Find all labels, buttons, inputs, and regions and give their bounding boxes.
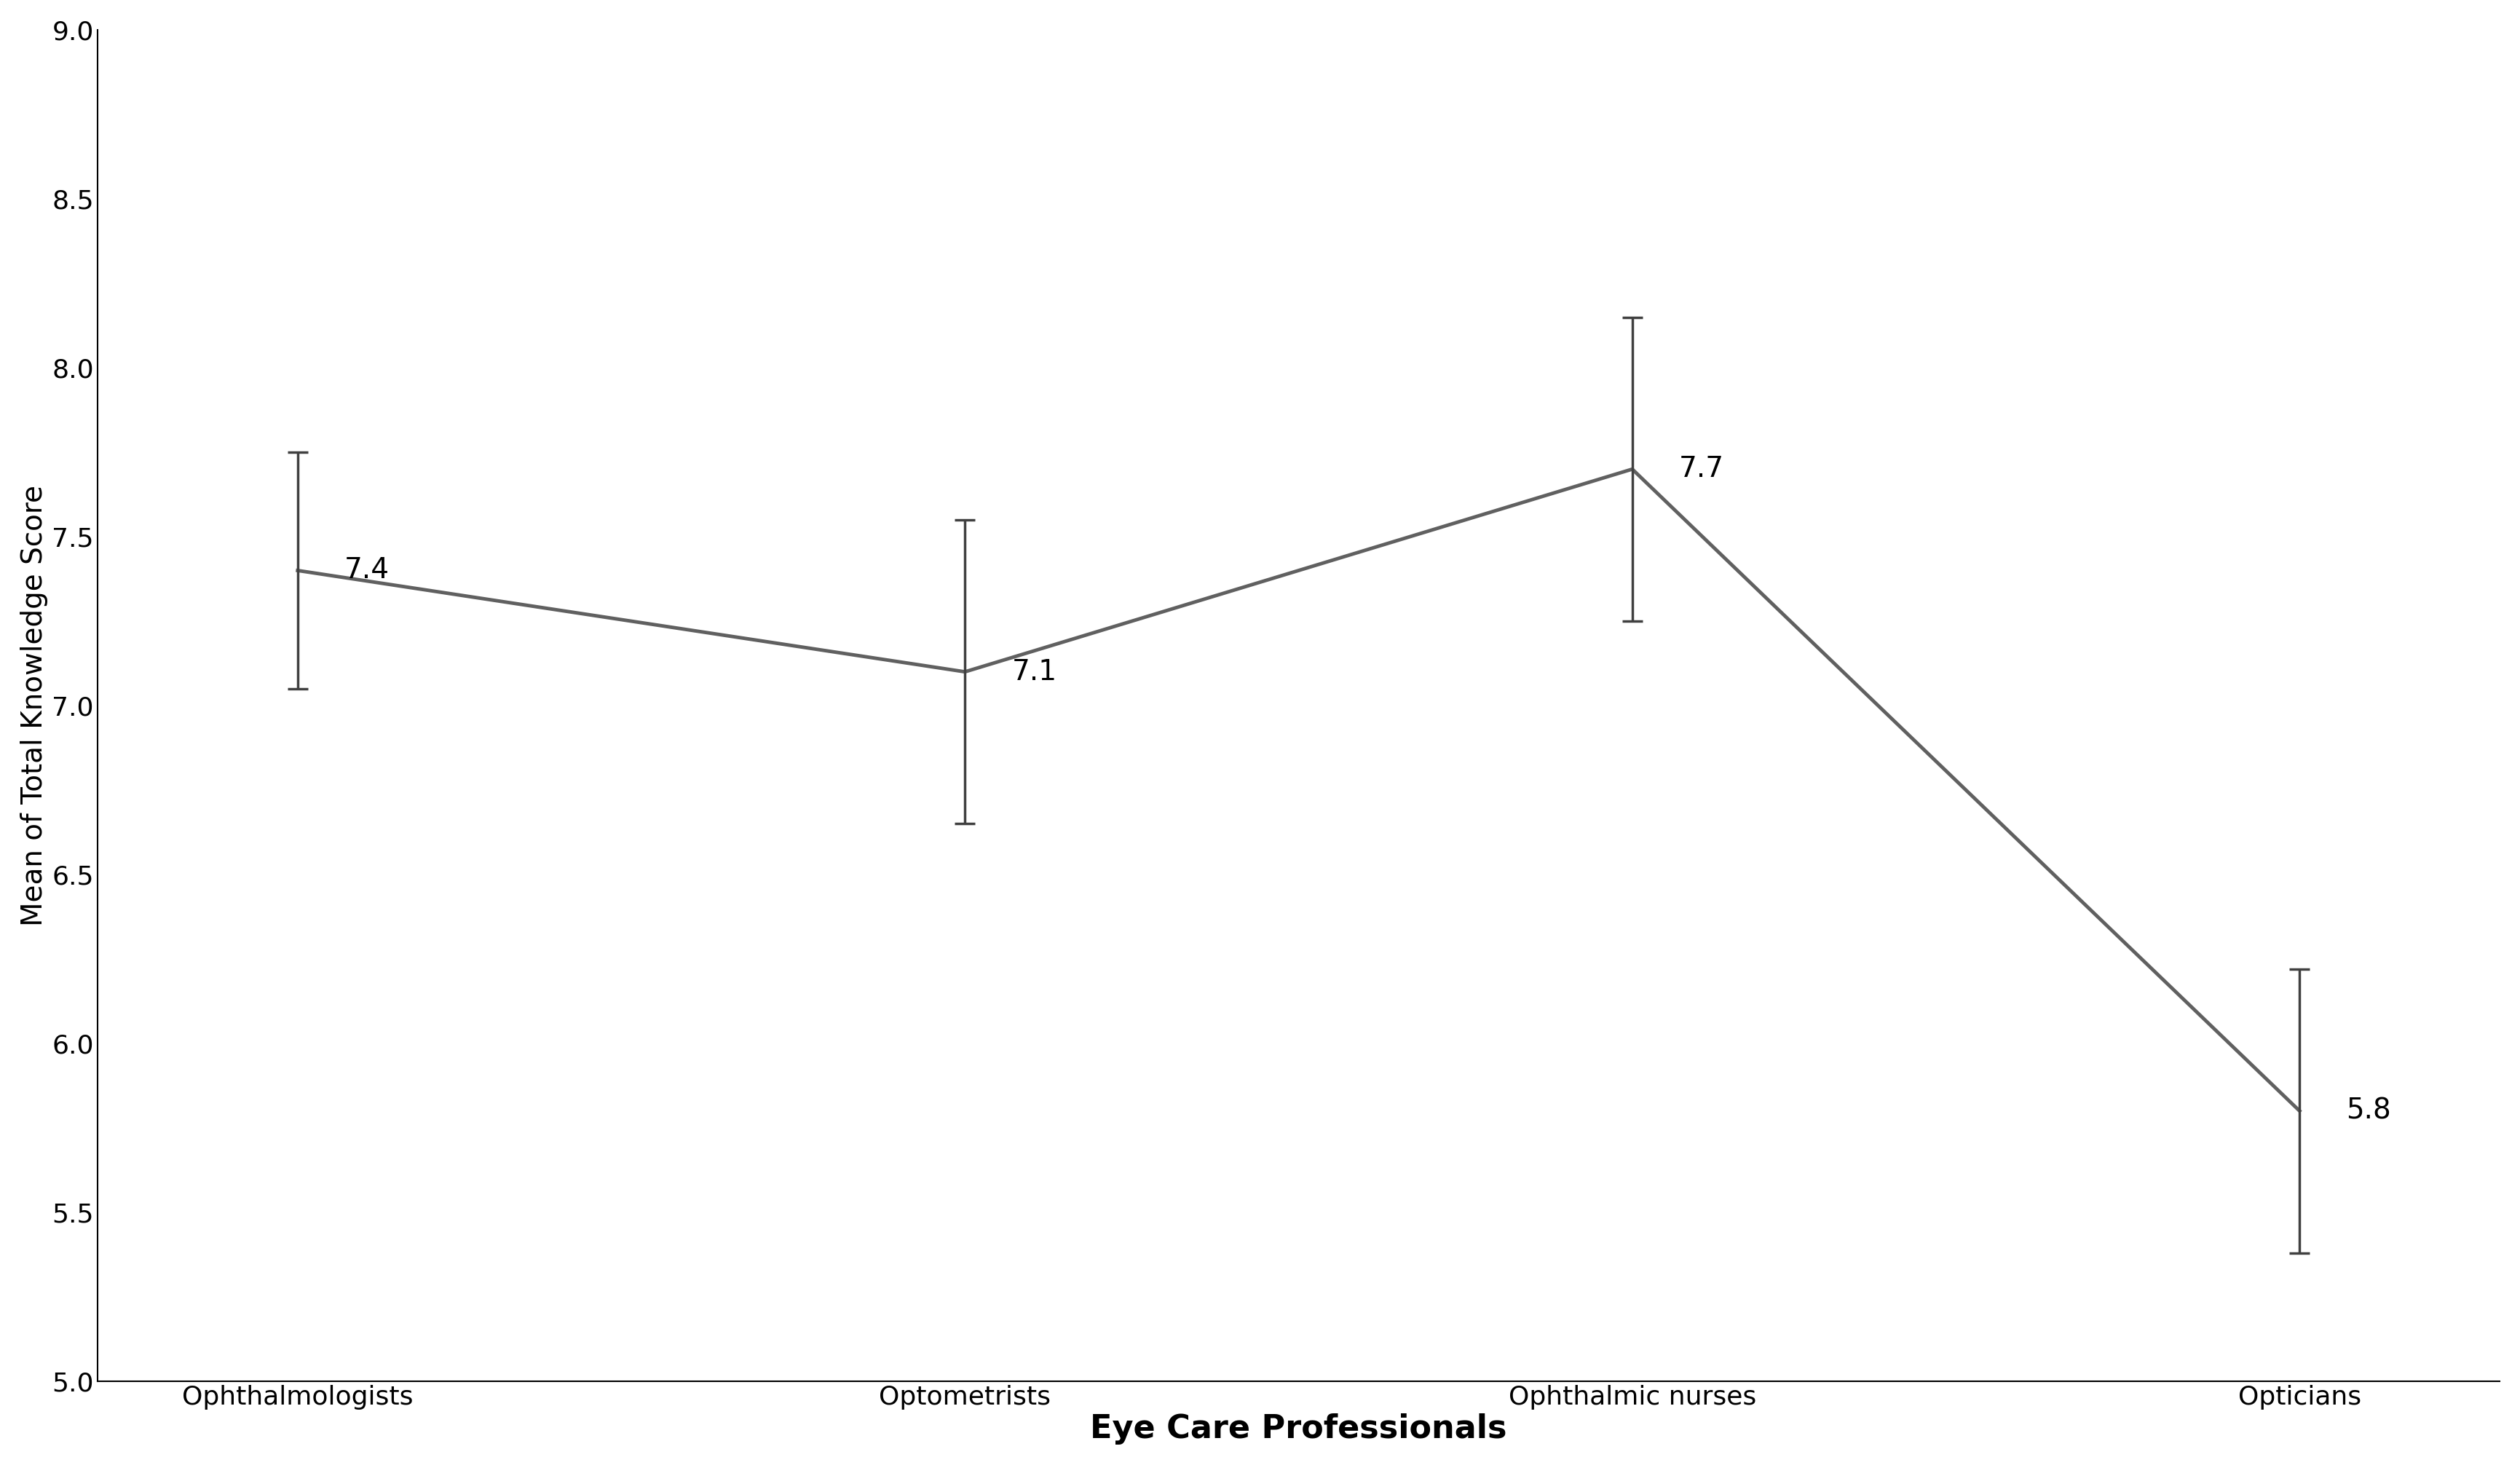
Text: 7.4: 7.4 — [345, 557, 391, 585]
X-axis label: Eye Care Professionals: Eye Care Professionals — [1091, 1414, 1507, 1444]
Text: 5.8: 5.8 — [2346, 1097, 2391, 1125]
Y-axis label: Mean of Total Knowledge Score: Mean of Total Knowledge Score — [20, 485, 48, 926]
Text: 7.1: 7.1 — [1011, 658, 1056, 686]
Text: 7.7: 7.7 — [1678, 456, 1724, 483]
